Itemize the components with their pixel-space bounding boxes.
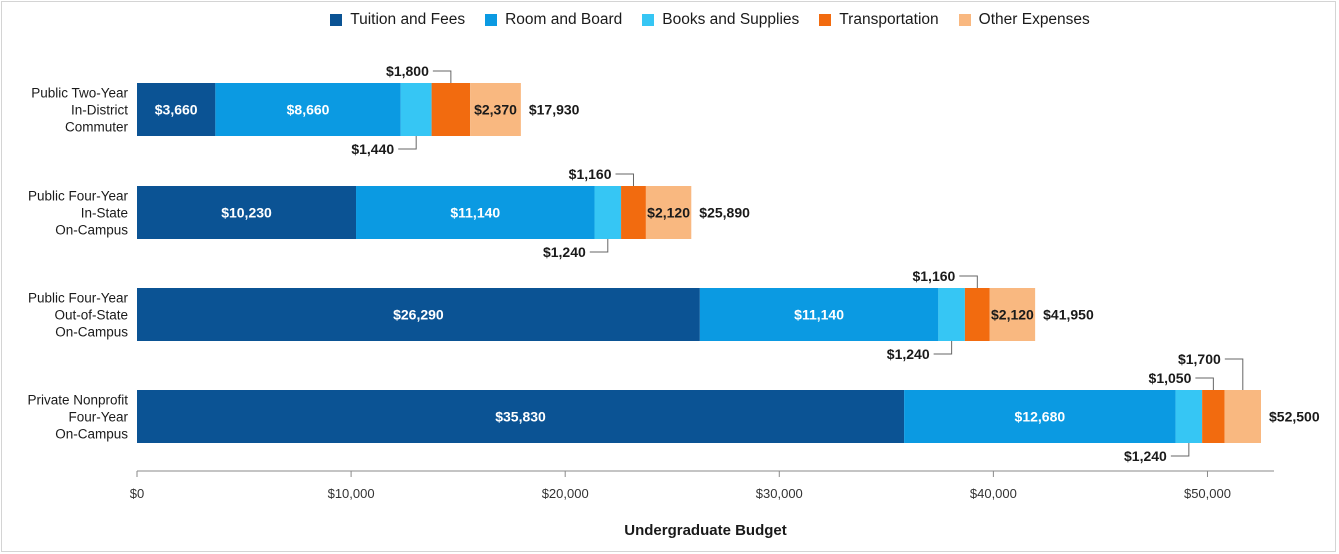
data-label: $2,370: [474, 102, 517, 118]
data-label: $1,050: [1149, 370, 1192, 386]
leader-line: [615, 173, 634, 186]
data-label: $11,140: [794, 307, 844, 323]
data-label: $1,240: [543, 244, 586, 260]
data-label: $1,440: [351, 141, 394, 157]
bar-segment: [594, 186, 622, 239]
data-label: $1,240: [887, 346, 930, 362]
bar-segment: [621, 186, 646, 239]
category-label: On-Campus: [55, 223, 128, 238]
category-label: Public Two-Year: [31, 86, 128, 101]
legend-swatch: [958, 14, 971, 26]
x-tick-label: $40,000: [970, 486, 1017, 501]
bar-segment: [1175, 390, 1203, 443]
bar-segment: [137, 186, 357, 239]
category-label: In-State: [81, 206, 128, 221]
data-label: $1,160: [569, 166, 612, 182]
leader-line: [959, 275, 978, 288]
data-label: $35,830: [495, 409, 546, 425]
legend-label: Books and Supplies: [662, 11, 800, 28]
leader-line: [589, 239, 609, 253]
data-label: $2,120: [991, 307, 1034, 323]
legend-item: Books and Supplies: [642, 11, 799, 29]
x-tick-label: $50,000: [1184, 486, 1231, 501]
category-label: Public Four-Year: [28, 291, 129, 306]
data-label: $26,290: [393, 307, 444, 323]
bar-segment: [989, 288, 1036, 341]
legend-item: Room and Board: [485, 11, 622, 29]
data-label: $1,160: [912, 268, 955, 284]
chart-legend: Tuition and Fees Room and Board Books and …: [0, 11, 1339, 29]
data-label: $1,700: [1178, 351, 1221, 367]
data-label: $2,120: [647, 205, 690, 221]
total-label: $41,950: [1043, 307, 1094, 323]
bar-segment: [938, 288, 965, 341]
category-label: On-Campus: [55, 427, 128, 442]
legend-label: Room and Board: [505, 11, 623, 28]
leader-line: [1195, 377, 1214, 390]
legend-label: Transportation: [839, 11, 939, 28]
legend-item: Tuition and Fees: [330, 11, 465, 29]
bar-segment: [1202, 390, 1225, 443]
category-label: Out-of-State: [54, 308, 128, 323]
data-label: $10,230: [221, 205, 272, 221]
bar-segment: [215, 83, 401, 136]
bar-segment: [137, 83, 216, 136]
bar-segment: [645, 186, 692, 239]
category-label: In-District: [71, 103, 128, 118]
category-label: Private Nonprofit: [27, 393, 128, 408]
leader-line: [398, 136, 417, 150]
bar-segment: [137, 390, 905, 443]
bar-segment: [470, 83, 521, 136]
bar-segment: [137, 288, 700, 341]
bar-segment: [431, 83, 471, 136]
data-label: $12,680: [1015, 409, 1066, 425]
legend-swatch: [485, 14, 498, 26]
x-tick-label: $10,000: [328, 486, 375, 501]
x-axis-title: Undergraduate Budget: [624, 522, 787, 539]
legend-item: Transportation: [819, 11, 939, 29]
total-label: $52,500: [1269, 409, 1320, 425]
legend-label: Tuition and Fees: [350, 11, 466, 28]
leader-line: [1170, 443, 1190, 457]
category-label: Public Four-Year: [28, 189, 129, 204]
category-label: Four-Year: [68, 410, 128, 425]
legend-swatch: [642, 14, 655, 26]
leader-line: [432, 70, 452, 83]
category-label: Commuter: [65, 120, 129, 135]
category-label: On-Campus: [55, 325, 128, 340]
legend-label: Other Expenses: [978, 11, 1090, 28]
total-label: $25,890: [699, 205, 750, 221]
x-tick-label: $30,000: [756, 486, 803, 501]
data-label: $8,660: [287, 102, 330, 118]
bar-segment: [1224, 390, 1261, 443]
legend-item: Other Expenses: [958, 11, 1090, 29]
data-label: $1,240: [1124, 448, 1167, 464]
bar-segment: [699, 288, 939, 341]
leader-line: [933, 341, 953, 355]
bar-segment: [400, 83, 432, 136]
leader-line: [1224, 358, 1244, 390]
legend-swatch: [819, 14, 832, 26]
data-label: $3,660: [155, 102, 198, 118]
x-tick-label: $20,000: [542, 486, 589, 501]
legend-swatch: [330, 14, 343, 26]
bar-segment: [904, 390, 1176, 443]
x-tick-label: $0: [130, 486, 144, 501]
bar-segment: [356, 186, 595, 239]
data-label: $11,140: [450, 205, 500, 221]
total-label: $17,930: [529, 102, 580, 118]
bar-segment: [964, 288, 990, 341]
data-label: $1,800: [386, 63, 429, 79]
